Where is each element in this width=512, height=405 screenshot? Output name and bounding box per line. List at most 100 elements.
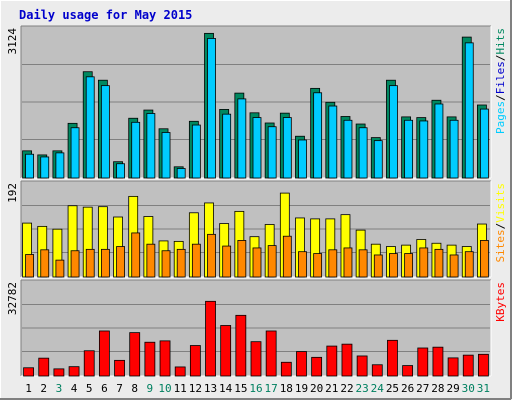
bar-pages	[419, 120, 429, 179]
bar-pages	[25, 153, 34, 179]
legend-entry: /	[494, 223, 507, 230]
y-max-label: 192	[6, 183, 19, 203]
x-tick-label: 16	[249, 382, 262, 395]
bar-sites	[70, 250, 80, 278]
bar-pages	[464, 42, 474, 179]
legend-entry: KBytes	[494, 282, 507, 322]
bar-sites	[282, 235, 292, 278]
panel-visits: 192 Sites/Visits	[6, 180, 507, 278]
bar-kbytes	[417, 347, 429, 377]
bar-kbytes	[280, 361, 292, 377]
x-tick-label: 11	[174, 382, 187, 395]
bar-sites	[298, 251, 307, 278]
y-max-label: 3124	[6, 28, 19, 55]
x-tick-label: 17	[265, 382, 278, 395]
bar-pages	[161, 132, 171, 179]
bar-sites	[40, 249, 50, 278]
bar-kbytes	[68, 366, 80, 377]
bar-kbytes	[235, 314, 247, 377]
bar-pages	[40, 156, 50, 179]
bar-sites	[237, 240, 247, 278]
bar-pages	[237, 98, 247, 179]
bar-sites	[313, 253, 323, 278]
bar-kbytes	[341, 343, 353, 377]
bar-pages	[191, 124, 201, 179]
bar-pages	[100, 85, 110, 179]
legend-entry: Hits	[494, 28, 507, 55]
bar-kbytes	[144, 341, 156, 377]
bar-pages	[404, 119, 414, 179]
bar-sites	[464, 251, 474, 278]
x-tick-label: 14	[219, 382, 233, 395]
bar-kbytes	[296, 351, 307, 377]
bar-kbytes	[250, 341, 262, 377]
bar-pages	[449, 119, 459, 179]
bar-kbytes	[189, 345, 201, 377]
bar-kbytes	[462, 354, 474, 377]
bar-pages	[70, 127, 80, 179]
bar-pages	[85, 76, 95, 179]
x-tick-label: 22	[340, 382, 353, 395]
legend-entry: Visits	[494, 183, 507, 223]
bar-pages	[373, 140, 383, 179]
series-legend: Sites/Visits	[494, 183, 507, 263]
x-tick-label: 19	[295, 382, 308, 395]
bar-pages	[358, 127, 368, 179]
bar-kbytes	[402, 365, 414, 377]
bar-sites	[373, 254, 383, 278]
bar-sites	[434, 248, 444, 278]
bar-kbytes	[205, 300, 216, 377]
legend-entry: /	[494, 94, 507, 101]
bar-sites	[480, 240, 489, 278]
bar-pages	[207, 38, 216, 179]
x-tick-label: 5	[86, 382, 93, 395]
x-tick-label: 9	[147, 382, 154, 395]
x-tick-label: 29	[446, 382, 459, 395]
bar-sites	[343, 247, 353, 278]
bar-kbytes	[129, 332, 141, 377]
x-tick-label: 13	[204, 382, 217, 395]
x-tick-label: 7	[116, 382, 123, 395]
bar-sites	[328, 249, 338, 278]
x-tick-label: 24	[371, 382, 385, 395]
legend-entry: /	[494, 55, 507, 62]
bar-sites	[146, 243, 156, 278]
x-tick-label: 27	[416, 382, 429, 395]
bar-kbytes	[387, 339, 398, 377]
legend-entry: Sites	[494, 229, 507, 262]
bar-pages	[389, 85, 398, 179]
bar-kbytes	[326, 345, 338, 377]
bar-sites	[191, 243, 201, 278]
x-tick-label: 23	[356, 382, 369, 395]
bar-kbytes	[38, 357, 50, 377]
bar-kbytes	[114, 359, 125, 377]
bar-kbytes	[265, 330, 277, 377]
bar-kbytes	[23, 367, 34, 377]
bar-kbytes	[432, 346, 444, 377]
bar-sites	[116, 246, 125, 278]
bar-pages	[480, 108, 489, 179]
bar-sites	[389, 253, 398, 278]
bar-pages	[282, 117, 292, 179]
series-legend: Pages/Files/Hits	[494, 28, 507, 134]
x-tick-label: 8	[131, 382, 138, 395]
bar-kbytes	[371, 364, 383, 377]
bar-kbytes	[83, 350, 95, 377]
bar-pages	[131, 121, 141, 179]
bar-kbytes	[220, 325, 232, 377]
bar-kbytes	[174, 366, 186, 377]
x-tick-label: 20	[310, 382, 323, 395]
bar-sites	[222, 245, 232, 278]
panel-pages: 3124 Pages/Files/Hits	[6, 25, 507, 179]
bar-sites	[161, 250, 171, 278]
bar-kbytes	[159, 340, 171, 377]
bar-sites	[85, 248, 95, 278]
bar-pages	[55, 152, 65, 179]
bar-pages	[328, 105, 338, 179]
x-tick-label: 31	[477, 382, 490, 395]
bar-pages	[176, 168, 186, 179]
bar-sites	[25, 254, 34, 278]
bar-pages	[116, 163, 125, 179]
